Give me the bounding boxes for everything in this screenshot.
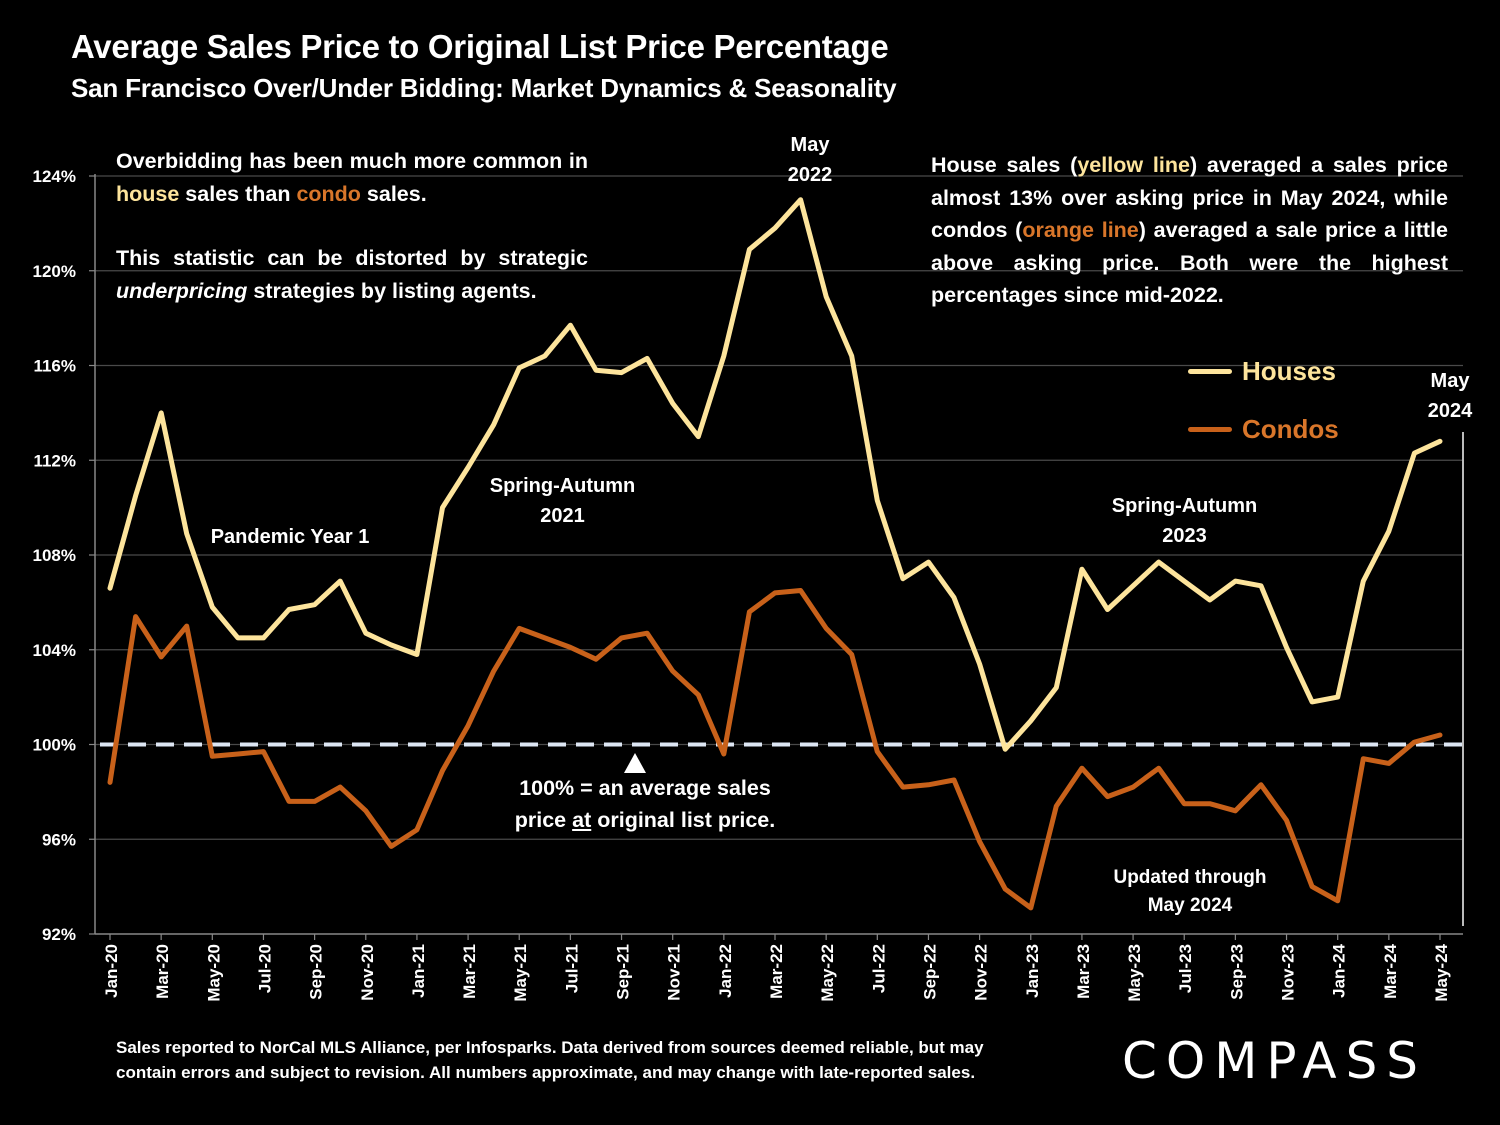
series-line-condos <box>107 588 1443 911</box>
annotation-may-2022: May 2022 <box>770 130 850 190</box>
y-tick-label: 96% <box>42 830 76 849</box>
arrow-up-icon <box>624 753 646 773</box>
y-tick-label: 112% <box>33 451 76 470</box>
note-text: ) averaged a sales price almost 13% over… <box>931 153 1448 242</box>
annotation-line: May <box>1430 370 1470 392</box>
x-tick-label: Nov-20 <box>358 944 377 1001</box>
note-overbidding: Overbidding has been much more common in… <box>116 145 588 339</box>
note-text: sales. <box>360 181 427 206</box>
legend-item-houses: Houses <box>1188 356 1336 387</box>
series-lines <box>107 197 1443 911</box>
x-tick-label: May-22 <box>818 944 837 1002</box>
x-tick-label: Mar-21 <box>460 944 479 999</box>
x-tick-label: May-23 <box>1125 944 1144 1002</box>
x-tick-label: Jul-22 <box>869 944 888 993</box>
annotation-spring-autumn-2021: Spring-Autumn 2021 <box>470 471 655 531</box>
annotation-line: 2023 <box>1162 525 1207 547</box>
annotation-reference-explanation: 100% = an average sales price at origina… <box>480 772 810 836</box>
annotation-line: 100% = an average sales <box>519 776 771 800</box>
note-highlight-house: house <box>116 181 180 206</box>
footnote-line: contain errors and subject to revision. … <box>116 1063 976 1082</box>
annotation-line: May <box>790 134 830 156</box>
x-tick-label: Mar-22 <box>767 944 786 999</box>
x-tick-label: Sep-20 <box>307 944 326 1000</box>
legend-label-condos: Condos <box>1242 414 1339 444</box>
annotation-spring-autumn-2023: Spring-Autumn 2023 <box>1092 491 1277 551</box>
annotation-underlined-at: at <box>572 808 592 832</box>
note-text: ) averaged a sale price a little above a… <box>931 218 1448 307</box>
note-summary: House sales (yellow line) averaged a sal… <box>931 149 1448 312</box>
legend-label-houses: Houses <box>1242 356 1336 386</box>
annotation-line: 2024 <box>1427 400 1473 422</box>
note-highlight-condo: condo <box>296 181 361 206</box>
y-tick-label: 120% <box>33 262 76 281</box>
series-line-houses <box>107 197 1443 752</box>
x-tick-label: Nov-21 <box>665 944 684 1001</box>
annotation-may-2024: May 2024 <box>1410 366 1490 426</box>
x-axis-ticks: Jan-20 Mar-20 May-20 Jul-20 Sep-20 Nov-20 Jan-… <box>102 934 1451 1002</box>
x-tick-label: May-24 <box>1432 943 1451 1001</box>
x-tick-label: Jan-23 <box>1023 944 1042 998</box>
y-tick-label: 108% <box>33 546 76 565</box>
annotation-pandemic-year-1: Pandemic Year 1 <box>210 526 370 548</box>
x-tick-label: Jul-21 <box>562 944 581 993</box>
annotation-line: Updated through <box>1113 867 1267 888</box>
note-highlight-orange-line: orange line <box>1022 218 1139 242</box>
note-text: sales than <box>179 181 297 206</box>
annotation-updated-through: Updated through May 2024 <box>1090 864 1290 920</box>
note-text: This statistic can be distorted by strat… <box>116 246 588 270</box>
x-tick-label: Jan-24 <box>1330 943 1349 997</box>
note-text: Overbidding has been much more common in <box>116 149 588 173</box>
x-tick-label: Jan-21 <box>409 944 428 998</box>
annotation-line: price at original list price. <box>480 804 810 836</box>
note-italic-underpricing: underpricing <box>116 278 248 303</box>
x-tick-label: Mar-20 <box>153 944 172 999</box>
annotation-line: May 2024 <box>1147 895 1233 916</box>
annotation-text: original list price. <box>591 808 776 832</box>
x-tick-label: Jan-20 <box>102 944 121 998</box>
y-tick-label: 124% <box>33 167 76 186</box>
y-axis-ticks: 92% 96% 100% 104% 108% 112% 116% 120% 124% <box>33 167 95 944</box>
x-tick-label: Nov-22 <box>972 944 991 1001</box>
annotation-line: 2021 <box>540 505 585 527</box>
annotation-line: 2022 <box>787 164 833 186</box>
x-tick-label: May-20 <box>204 944 223 1002</box>
x-tick-label: Jul-23 <box>1176 944 1195 993</box>
x-tick-label: May-21 <box>511 944 530 1002</box>
chart-subtitle: San Francisco Over/Under Bidding: Market… <box>71 73 897 103</box>
legend-swatch-condos <box>1188 427 1232 432</box>
x-tick-label: Nov-23 <box>1279 944 1298 1001</box>
y-tick-label: 100% <box>33 736 76 755</box>
y-tick-label: 92% <box>42 925 76 944</box>
chart-title: Average Sales Price to Original List Pri… <box>71 28 889 65</box>
legend-item-condos: Condos <box>1188 414 1339 445</box>
legend-swatch-houses <box>1188 369 1232 374</box>
x-tick-label: Mar-24 <box>1381 943 1400 998</box>
x-tick-label: Jul-20 <box>255 944 274 993</box>
source-footnote: Sales reported to NorCal MLS Alliance, p… <box>116 1035 984 1085</box>
gridlines <box>95 175 1463 840</box>
x-tick-label: Jan-22 <box>716 944 735 998</box>
note-highlight-yellow-line: yellow line <box>1077 153 1190 177</box>
compass-logo: COMPASS <box>1122 1032 1428 1090</box>
y-tick-label: 104% <box>33 641 76 660</box>
annotation-line: Spring-Autumn <box>489 475 636 497</box>
note-text: House sales ( <box>931 153 1078 177</box>
y-tick-label: 116% <box>33 357 76 376</box>
x-tick-label: Sep-21 <box>614 944 633 1000</box>
x-tick-label: Sep-22 <box>920 944 939 1000</box>
note-text: strategies by listing agents. <box>247 278 537 303</box>
annotation-line: Spring-Autumn <box>1111 495 1258 517</box>
x-tick-label: Sep-23 <box>1227 944 1246 1000</box>
annotation-text: price <box>514 808 573 832</box>
footnote-line: Sales reported to NorCal MLS Alliance, p… <box>116 1038 984 1057</box>
x-tick-label: Mar-23 <box>1074 944 1093 999</box>
